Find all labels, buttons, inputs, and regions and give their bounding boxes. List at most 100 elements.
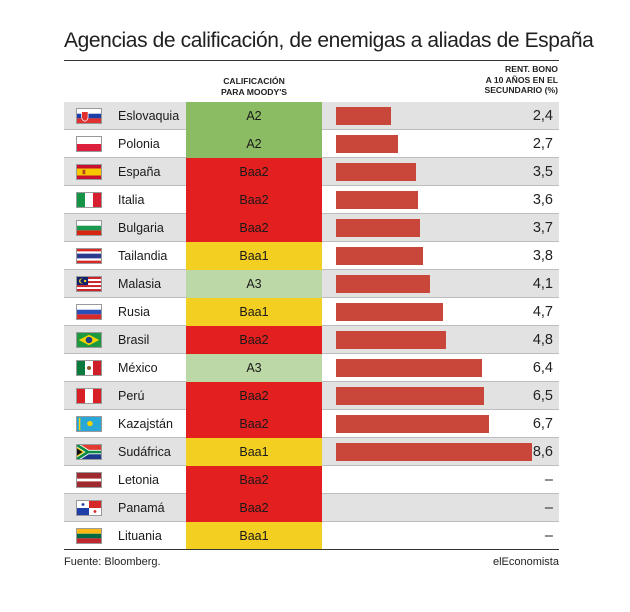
- moodys-rating-cell: Baa2: [186, 466, 322, 494]
- moodys-rating-cell: Baa2: [186, 410, 322, 438]
- moodys-rating-cell: Baa2: [186, 494, 322, 522]
- yield-column-header: RENT. BONO A 10 AÑOS EN EL SECUNDARIO (%…: [484, 64, 558, 96]
- yield-header-line: A 10 AÑOS EN EL: [485, 74, 558, 85]
- yield-header-line: RENT. BONO: [505, 64, 558, 74]
- table-row: Letonia Baa2 –: [64, 466, 559, 494]
- yield-bar: [336, 219, 421, 237]
- table-row: Sudáfrica Baa1 8,6: [64, 438, 559, 466]
- yield-value-label: 6,5: [532, 388, 553, 404]
- south-africa-flag-icon: [76, 444, 102, 460]
- yield-bar: [336, 331, 446, 349]
- table-row: Lituania Baa1 –: [64, 522, 559, 550]
- table-row: Kazajstán Baa2 6,7: [64, 410, 559, 438]
- table-row: España Baa2 3,5: [64, 158, 559, 186]
- table-row: México A3 6,4: [64, 354, 559, 382]
- country-label: Sudáfrica: [118, 445, 171, 459]
- malaysia-flag-icon: [76, 276, 102, 292]
- moodys-rating-cell: Baa2: [186, 214, 322, 242]
- yield-value-label: 4,1: [532, 276, 553, 292]
- poland-flag-icon: [76, 136, 102, 152]
- yield-value-label: 3,7: [532, 220, 553, 236]
- yield-bar: [336, 247, 423, 265]
- yield-header-line: SECUNDARIO (%): [484, 85, 558, 95]
- country-label: Kazajstán: [118, 417, 173, 431]
- spain-flag-icon: [76, 164, 102, 180]
- country-label: México: [118, 361, 158, 375]
- yield-bar: [336, 359, 483, 377]
- yield-value-label: –: [544, 528, 553, 544]
- yield-value-label: 6,4: [532, 360, 553, 376]
- country-label: Brasil: [118, 333, 150, 347]
- yield-bar: [336, 387, 485, 405]
- country-label: Lituania: [118, 529, 162, 543]
- thailand-flag-icon: [76, 248, 102, 264]
- table-row: Rusia Baa1 4,7: [64, 298, 559, 326]
- yield-value-label: 4,8: [532, 332, 553, 348]
- yield-value-label: 3,6: [532, 192, 553, 208]
- yield-value-label: 3,5: [532, 164, 553, 180]
- yield-bar: [336, 135, 398, 153]
- moodys-rating-cell: Baa1: [186, 438, 322, 466]
- lithuania-flag-icon: [76, 528, 102, 544]
- kazakhstan-flag-icon: [76, 416, 102, 432]
- italy-flag-icon: [76, 192, 102, 208]
- slovakia-flag-icon: [76, 108, 102, 124]
- yield-value-label: –: [544, 500, 553, 516]
- yield-value-label: 6,7: [532, 416, 553, 432]
- top-divider: [64, 60, 559, 61]
- country-label: Polonia: [118, 137, 160, 151]
- yield-bar: [336, 163, 416, 181]
- panama-flag-icon: [76, 500, 102, 516]
- yield-bar: [336, 303, 444, 321]
- peru-flag-icon: [76, 388, 102, 404]
- yield-bar: [336, 275, 430, 293]
- country-label: Rusia: [118, 305, 150, 319]
- bulgaria-flag-icon: [76, 220, 102, 236]
- table-row: Tailandia Baa1 3,8: [64, 242, 559, 270]
- yield-bar: [336, 415, 489, 433]
- table-row: Eslovaquia A2 2,4: [64, 102, 559, 130]
- country-label: Eslovaquia: [118, 109, 180, 123]
- country-label: Italia: [118, 193, 145, 207]
- moodys-rating-cell: A2: [186, 102, 322, 130]
- rating-yield-table: Eslovaquia A2 2,4 Polonia A2 2,7 España Baa2 3,5…: [64, 102, 559, 550]
- country-label: Tailandia: [118, 249, 168, 263]
- chart-title: Agencias de calificación, de enemigas a …: [64, 29, 594, 52]
- table-row: Malasia A3 4,1: [64, 270, 559, 298]
- yield-bar: [336, 107, 391, 125]
- source-note: Fuente: Bloomberg.: [64, 556, 161, 568]
- rating-header-line: PARA MOODY'S: [220, 86, 288, 97]
- latvia-flag-icon: [76, 472, 102, 488]
- yield-value-label: 3,8: [532, 248, 553, 264]
- moodys-rating-cell: Baa1: [186, 242, 322, 270]
- table-row: Bulgaria Baa2 3,7: [64, 214, 559, 242]
- table-row: Panamá Baa2 –: [64, 494, 559, 522]
- mexico-flag-icon: [76, 360, 102, 376]
- country-label: Malasia: [118, 277, 162, 291]
- country-label: Bulgaria: [118, 221, 164, 235]
- yield-value-label: 4,7: [532, 304, 553, 320]
- moodys-rating-cell: Baa1: [186, 298, 322, 326]
- country-label: Panamá: [118, 501, 165, 515]
- moodys-rating-cell: Baa1: [186, 522, 322, 550]
- russia-flag-icon: [76, 304, 102, 320]
- moodys-rating-cell: A3: [186, 270, 322, 298]
- rating-column-header: CALIFICACIÓN PARA MOODY'S: [186, 76, 322, 97]
- publisher-credit: elEconomista: [492, 556, 559, 568]
- brazil-flag-icon: [76, 332, 102, 348]
- moodys-rating-cell: Baa2: [186, 158, 322, 186]
- yield-value-label: 8,6: [532, 444, 553, 460]
- table-row: Brasil Baa2 4,8: [64, 326, 559, 354]
- table-row: Perú Baa2 6,5: [64, 382, 559, 410]
- rating-header-line: CALIFICACIÓN: [223, 76, 285, 86]
- yield-value-label: 2,4: [532, 108, 553, 124]
- moodys-rating-cell: Baa2: [186, 186, 322, 214]
- bottom-divider: [64, 549, 559, 550]
- table-row: Italia Baa2 3,6: [64, 186, 559, 214]
- yield-value-label: 2,7: [532, 136, 553, 152]
- country-label: Perú: [118, 389, 145, 403]
- moodys-rating-cell: A3: [186, 354, 322, 382]
- table-row: Polonia A2 2,7: [64, 130, 559, 158]
- moodys-rating-cell: Baa2: [186, 382, 322, 410]
- yield-bar: [336, 191, 419, 209]
